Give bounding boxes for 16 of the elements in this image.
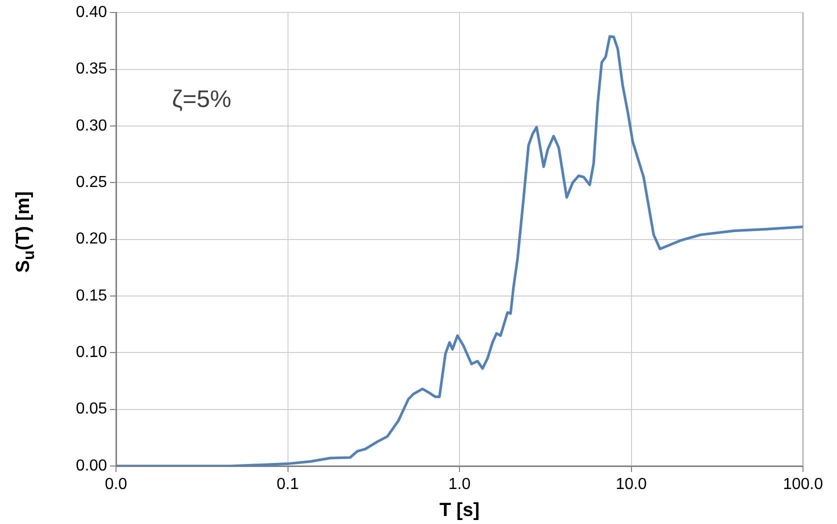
y-tick-label: 0.05: [76, 400, 108, 418]
x-tick-label: 1.0: [448, 476, 471, 494]
x-tick-label: 0.1: [276, 476, 299, 494]
y-tick-label: 0.35: [76, 60, 108, 78]
y-tick-label: 0.30: [76, 117, 108, 134]
y-tick-label: 0.25: [76, 174, 108, 192]
x-tick-label: 100.0: [782, 476, 824, 494]
x-tick-label: 0.0: [104, 476, 128, 494]
y-tick-label: 0.00: [76, 457, 108, 474]
y-tick-label: 0.20: [76, 230, 108, 248]
x-axis-title: T [s]: [439, 500, 480, 521]
y-tick-label: 0.40: [76, 4, 108, 22]
y-tick-label: 0.15: [76, 287, 108, 304]
annotation: ζ=5%: [172, 86, 232, 114]
x-tick-label: 10.0: [616, 476, 647, 494]
y-tick-label: 0.10: [76, 344, 108, 362]
